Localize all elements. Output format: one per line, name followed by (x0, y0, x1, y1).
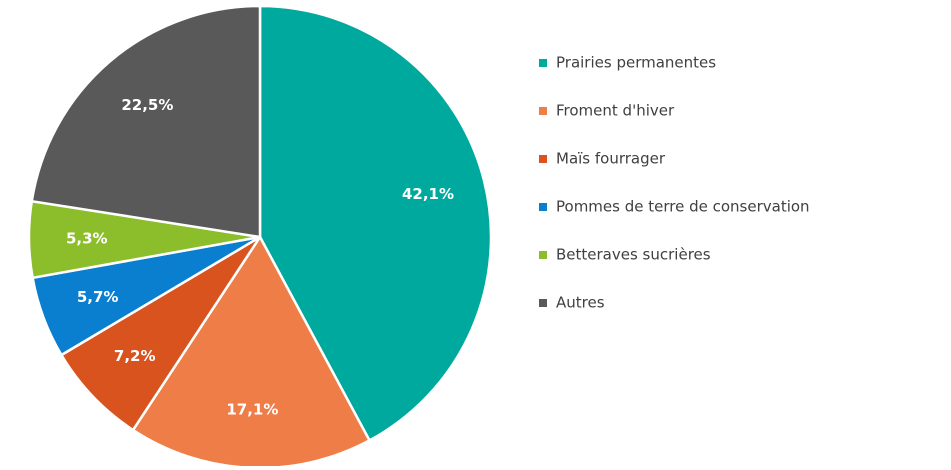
value-label: 42,1% (402, 185, 454, 203)
legend-swatch (539, 59, 547, 67)
value-label: 5,3% (66, 229, 108, 247)
legend-swatch (539, 155, 547, 163)
pie-slice (59, 235, 262, 432)
legend-swatch (539, 251, 547, 259)
value-label: 17,1% (226, 401, 278, 419)
legend-label: Prairies permanentes (556, 54, 716, 72)
pie-slice (30, 4, 262, 239)
legend-label: Autres (556, 294, 605, 312)
legend-label: Froment d'hiver (556, 102, 675, 120)
value-label: 5,7% (77, 288, 119, 306)
legend-swatch (539, 203, 547, 211)
legend-swatch (539, 299, 547, 307)
legend-label: Pommes de terre de conservation (556, 198, 810, 216)
legend-label: Betteraves sucrières (556, 246, 711, 264)
value-label: 7,2% (114, 347, 156, 365)
value-label: 22,5% (121, 96, 173, 114)
legend-swatch (539, 107, 547, 115)
legend-label: Maïs fourrager (556, 150, 666, 168)
pie-slice (258, 4, 493, 443)
